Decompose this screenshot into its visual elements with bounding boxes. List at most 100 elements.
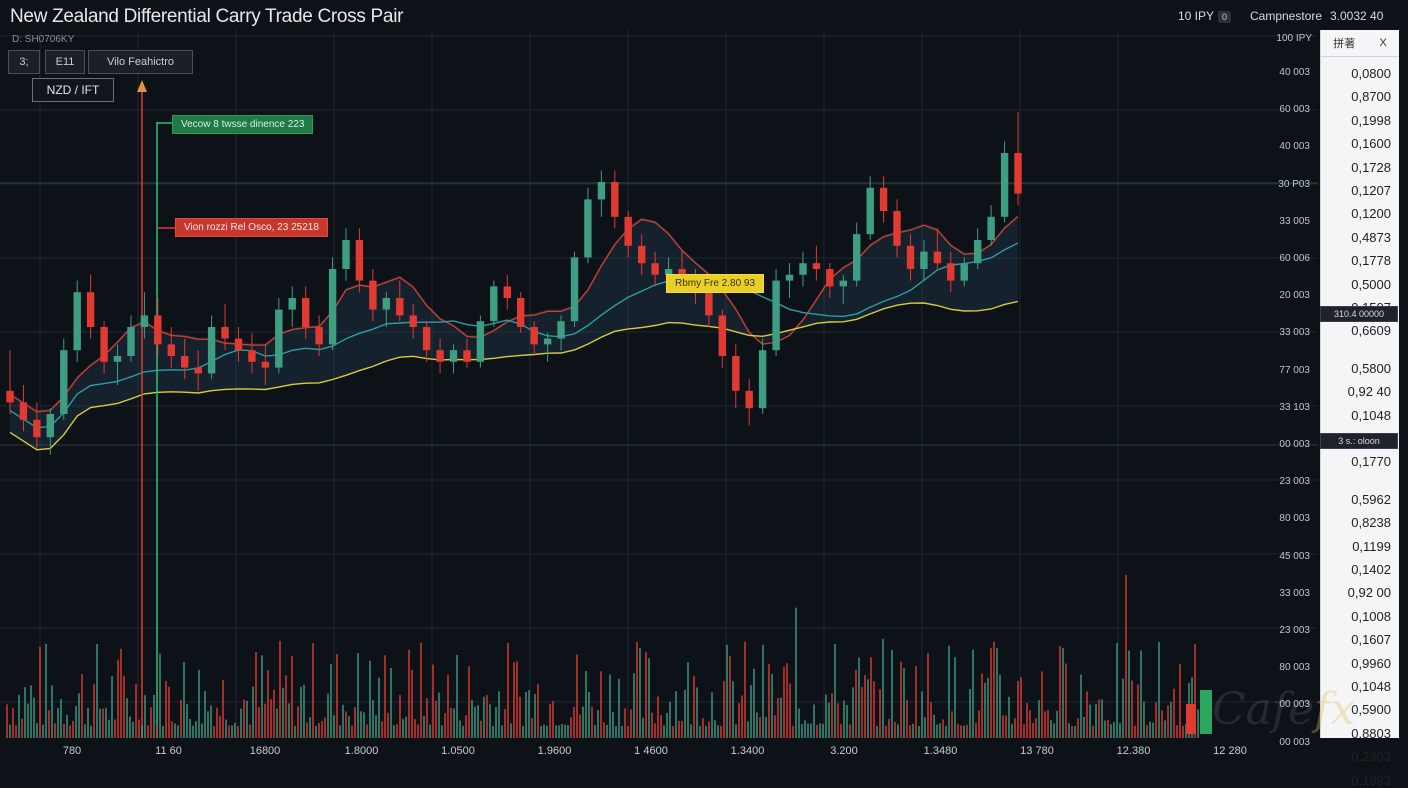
time-axis-label: 12.380 [1116,745,1151,757]
volume-bar [360,711,362,738]
volume-bar [540,725,542,738]
volume-bar [681,720,683,738]
volume-bar [117,659,119,738]
candle-body [974,240,982,264]
panel-value: 0,5962 [1351,491,1391,507]
volume-bar [621,725,623,738]
volume-bar [525,691,527,738]
volume-bar [411,669,413,738]
volume-bar [372,700,374,738]
annotation-yellow[interactable]: Rbmy Fre 2.80 93 [666,274,765,293]
toolbar-btn-2[interactable]: E11 [45,50,85,74]
indicators-button[interactable]: Vilo Feahictro [88,50,193,74]
toolbar-btn-1[interactable]: 3; [8,50,40,74]
panel-value: 0,4873 [1351,229,1391,245]
volume-bar [201,723,203,738]
volume-bar [765,717,767,738]
price-chart[interactable] [0,0,1408,768]
panel-value: 0,6609 [1351,323,1391,339]
volume-bar [738,703,740,738]
volume-bar [987,677,989,738]
volume-bar [582,706,584,738]
pair-selector[interactable]: NZD / IFT [32,78,114,102]
candle-body [409,315,417,327]
volume-bar [393,725,395,738]
candle-body [436,350,444,362]
ma-band [10,214,1018,450]
candle-body [396,298,404,316]
volume-bar [402,719,404,738]
volume-bar [1170,701,1172,738]
volume-bar [39,646,41,738]
candle-body [73,292,81,351]
volume-bar [1179,663,1181,738]
volume-bar [369,660,371,738]
volume-bar [753,668,755,738]
volume-bar [456,654,458,738]
volume-bar [657,696,659,738]
close-icon[interactable]: X [1379,37,1387,49]
candle-body [570,257,579,322]
volume-bar [1098,699,1100,738]
candle-body [732,356,740,391]
candle-body [302,298,310,327]
volume-bar [267,670,269,738]
price-marker-current: 310.4 00000 [1320,306,1398,322]
volume-bar [405,716,407,738]
volume-bar [108,719,110,738]
volume-bar [1158,642,1160,738]
volume-bar [453,708,455,738]
volume-bar [708,721,710,738]
volume-bar [1005,715,1007,738]
volume-bar [1080,674,1082,738]
time-axis-label: 780 [62,745,82,757]
volume-bar [726,644,728,738]
volume-bar [42,724,44,738]
volume-bar [54,723,56,738]
volume-bar [312,643,314,738]
volume-bar [786,663,788,738]
volume-bar [18,694,20,738]
volume-bar [276,708,278,738]
volume-bar [483,696,485,738]
volume-bar [999,674,1001,738]
volume-bar [936,724,938,738]
volume-bar [342,704,344,738]
volume-bar [807,723,809,738]
candle-body [33,419,41,438]
volume-bar [1035,718,1037,738]
candle-body [947,263,955,281]
volume-bar [150,707,152,738]
volume-bar [336,654,338,738]
volume-bar [504,709,506,738]
annotation-red[interactable]: Vion rozzi Rel Osco, 23 25218 [175,218,328,237]
volume-bar [339,725,341,738]
volume-bar [819,723,821,738]
candle-body [664,269,673,275]
volume-bar [1071,725,1073,738]
volume-bar [231,725,233,738]
volume-bar [432,664,434,738]
panel-value: 0,2303 [1351,749,1391,765]
candle-body [705,292,713,316]
volume-bar [243,699,245,738]
volume-bar [1011,723,1013,738]
panel-value: 0,5000 [1351,276,1391,292]
volume-bar [36,723,38,738]
panel-value: 0,1008 [1351,608,1391,624]
volume-bar [1029,710,1031,738]
volume-bar [720,725,722,738]
interval-label[interactable]: 10 IPY 0 [1178,9,1235,23]
volume-bar [390,668,392,738]
volume-bar [228,725,230,738]
volume-bar [468,666,470,738]
volume-bar [840,724,842,738]
volume-bar [522,725,524,738]
volume-bar [723,681,725,738]
volume-bar [441,725,443,738]
volume-bar [585,671,587,738]
volume-bar [363,712,365,738]
panel-value: 0,1998 [1351,112,1391,128]
compare-label[interactable]: Campnestore [1250,9,1323,23]
annotation-green[interactable]: Vecow 8 twsse dinence 223 [172,115,314,134]
